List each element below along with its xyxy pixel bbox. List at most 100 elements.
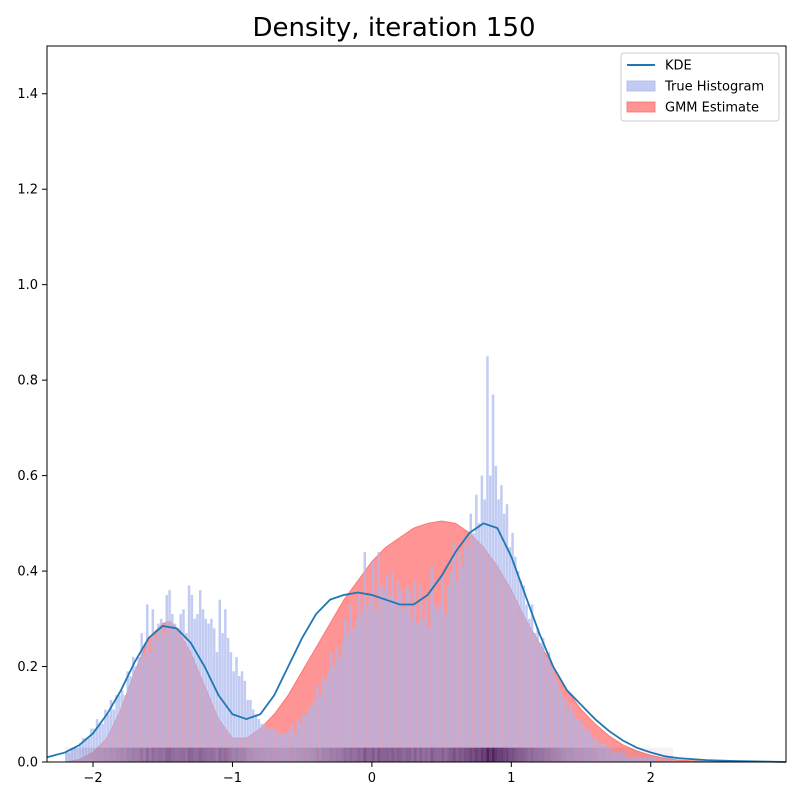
histogram-bar [310, 704, 314, 762]
rug-mark [659, 747, 662, 762]
histogram-bar [140, 633, 143, 762]
rug-mark [519, 747, 523, 762]
histogram-bar [324, 680, 327, 762]
histogram-bar [578, 719, 581, 762]
rug-mark [572, 747, 576, 762]
x-tick-label: 2 [647, 771, 655, 786]
rug-mark [385, 747, 389, 762]
histogram-bar [201, 609, 205, 762]
histogram-bar [173, 623, 177, 762]
histogram-bar [402, 609, 406, 762]
histogram-bar [458, 551, 461, 762]
histogram-bar [516, 571, 520, 762]
histogram-bar [282, 733, 286, 762]
histogram-bar [235, 656, 238, 762]
histogram-bar [285, 733, 288, 762]
rug-mark [338, 747, 342, 762]
legend-entry-gmm-estimate-label: GMM Estimate [665, 101, 759, 116]
histogram-bar [480, 475, 484, 762]
rug-mark [321, 747, 325, 762]
chart-title: Density, iteration 150 [252, 13, 535, 43]
histogram-bar [179, 614, 182, 762]
histogram-bar [193, 618, 196, 762]
rug-mark [129, 747, 133, 762]
histogram-bar [514, 556, 517, 762]
histogram-bar [410, 618, 414, 762]
rug-mark [625, 747, 629, 762]
histogram-bar [449, 571, 453, 762]
histogram-bar [505, 504, 509, 762]
rug-mark [642, 747, 646, 762]
rug-mark [143, 747, 146, 762]
rug-mark [293, 747, 297, 762]
rug-mark [494, 747, 498, 762]
histogram-bar [254, 714, 258, 762]
histogram-bar [218, 599, 222, 762]
histogram-bar [366, 604, 369, 762]
rug-mark [575, 747, 579, 762]
x-tick-label: 1 [507, 771, 515, 786]
histogram-bar [475, 494, 478, 762]
legend-entry-true-histogram-label: True Histogram [664, 80, 764, 95]
rug-mark [413, 747, 417, 762]
histogram-bar [123, 695, 127, 762]
rug-mark [528, 747, 531, 762]
histogram-bar [483, 499, 486, 762]
rug-mark [463, 747, 467, 762]
rug-mark [497, 747, 501, 762]
histogram-bar [132, 656, 135, 762]
rug-mark [430, 747, 434, 762]
histogram-bar [288, 728, 291, 762]
rug-mark [307, 747, 311, 762]
rug-mark [416, 747, 420, 762]
rug-mark [341, 747, 344, 762]
rug-mark [304, 747, 308, 762]
histogram-bar [165, 594, 169, 762]
histogram-bar [645, 757, 648, 762]
histogram-bar [536, 628, 539, 762]
histogram-bar [508, 547, 512, 762]
rug-mark [332, 747, 336, 762]
histogram-bar [371, 561, 375, 762]
rug-mark [123, 747, 127, 762]
rug-mark [176, 747, 180, 762]
histogram-bar [157, 623, 160, 762]
histogram-bar [171, 614, 174, 762]
rug-mark [243, 747, 247, 762]
histogram-bar [151, 609, 155, 762]
histogram-bar [592, 738, 595, 762]
rug-mark [279, 747, 283, 762]
rug-mark [374, 747, 378, 762]
rug-mark [87, 747, 91, 762]
histogram-bar [67, 752, 71, 762]
histogram-bar [427, 628, 431, 762]
histogram-bar [185, 633, 188, 762]
histogram-bar [472, 532, 475, 762]
histogram-bar [215, 652, 219, 762]
histogram-bar [327, 671, 330, 762]
histogram-bar [567, 709, 570, 762]
histogram-bar [341, 642, 344, 762]
histogram-bar [486, 356, 489, 762]
rug-mark [491, 747, 495, 762]
legend-box [620, 52, 780, 122]
legend-entry-true-histogram-swatch [626, 80, 656, 92]
histogram-bar [494, 466, 498, 762]
histogram-bar [355, 618, 358, 762]
rug-mark [608, 747, 612, 762]
histogram-bar [589, 733, 592, 762]
histogram-bar [541, 637, 545, 762]
histogram-bar [104, 709, 107, 762]
histogram-bar [349, 604, 353, 762]
rug-mark [257, 747, 261, 762]
y-tick-label: 0.4 [17, 565, 38, 580]
rug-mark [229, 747, 233, 762]
rug-mark [79, 747, 82, 762]
rug-mark [104, 747, 107, 762]
histogram-bar [212, 628, 216, 762]
rug-mark [614, 747, 618, 762]
histogram-bar [399, 590, 403, 762]
rug-mark [603, 747, 607, 762]
histogram-bar [447, 585, 450, 762]
